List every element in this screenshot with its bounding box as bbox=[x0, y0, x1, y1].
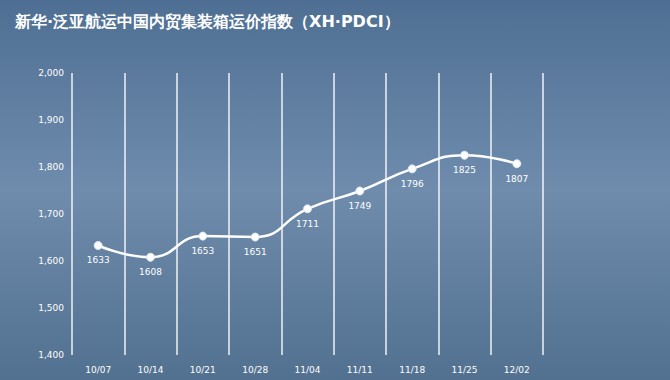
svg-text:1807: 1807 bbox=[505, 174, 528, 184]
svg-text:1796: 1796 bbox=[401, 179, 424, 189]
svg-text:1,700: 1,700 bbox=[38, 209, 64, 219]
svg-text:2,000: 2,000 bbox=[38, 68, 64, 78]
svg-text:1,500: 1,500 bbox=[38, 303, 64, 313]
svg-text:1633: 1633 bbox=[87, 255, 110, 265]
svg-text:10/14: 10/14 bbox=[138, 365, 164, 375]
svg-text:1,600: 1,600 bbox=[38, 256, 64, 266]
svg-text:1711: 1711 bbox=[296, 219, 319, 229]
svg-text:1608: 1608 bbox=[139, 267, 162, 277]
svg-text:1,900: 1,900 bbox=[38, 115, 64, 125]
svg-text:1825: 1825 bbox=[453, 165, 476, 175]
svg-text:11/04: 11/04 bbox=[295, 365, 321, 375]
svg-text:1,400: 1,400 bbox=[38, 350, 64, 360]
svg-text:新华·泛亚航运中国内贸集装箱运价指数（XH·PDCI）: 新华·泛亚航运中国内贸集装箱运价指数（XH·PDCI） bbox=[14, 12, 400, 31]
svg-text:10/21: 10/21 bbox=[190, 365, 216, 375]
svg-text:1749: 1749 bbox=[348, 201, 371, 211]
svg-text:1,800: 1,800 bbox=[38, 162, 64, 172]
svg-text:11/11: 11/11 bbox=[347, 365, 373, 375]
svg-text:10/28: 10/28 bbox=[242, 365, 268, 375]
svg-text:11/18: 11/18 bbox=[399, 365, 425, 375]
svg-text:12/02: 12/02 bbox=[504, 365, 530, 375]
svg-text:1653: 1653 bbox=[191, 246, 214, 256]
svg-text:11/25: 11/25 bbox=[452, 365, 478, 375]
svg-text:1651: 1651 bbox=[244, 247, 267, 257]
svg-text:10/07: 10/07 bbox=[85, 365, 111, 375]
